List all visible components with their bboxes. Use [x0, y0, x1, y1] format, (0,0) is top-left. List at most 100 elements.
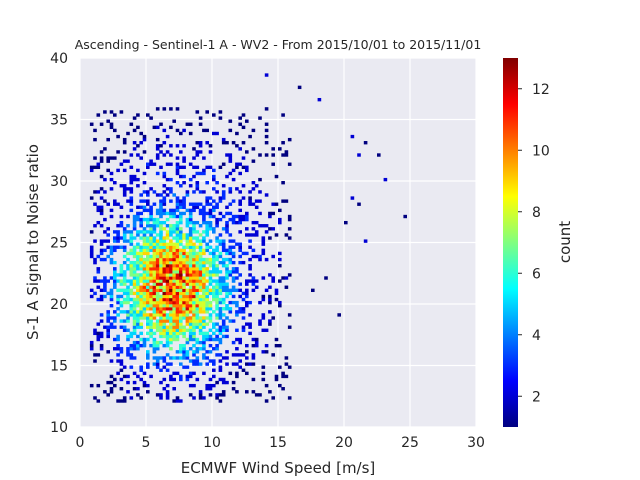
heatmap-cell [228, 270, 233, 274]
heatmap-cell [212, 205, 216, 209]
heatmap-cell [152, 337, 157, 342]
heatmap-cell [159, 248, 163, 253]
heatmap-cell [132, 347, 137, 351]
heatmap-cell [175, 356, 180, 360]
heatmap-cell [208, 334, 213, 339]
heatmap-cell [159, 260, 163, 265]
heatmap-cell [179, 227, 183, 231]
heatmap-cell [142, 190, 147, 194]
heatmap-cell [162, 245, 167, 249]
heatmap-cell [159, 122, 163, 126]
heatmap-cell [205, 224, 209, 228]
heatmap-cell [169, 224, 173, 228]
heatmap-cell [238, 353, 242, 357]
heatmap-cell [162, 316, 167, 320]
heatmap-cell [179, 350, 183, 354]
heatmap-cell [182, 159, 186, 163]
heatmap-cell [162, 174, 167, 179]
heatmap-cell [159, 319, 163, 323]
heatmap-cell [192, 248, 196, 253]
heatmap-cell [149, 205, 153, 209]
heatmap-cell [152, 257, 157, 262]
heatmap-cell [225, 316, 229, 320]
heatmap-cell [136, 260, 140, 265]
heatmap-cell [136, 267, 140, 271]
heatmap-cell [129, 236, 134, 240]
heatmap-cell [182, 356, 186, 360]
heatmap-cell [136, 334, 140, 339]
heatmap-cell [182, 236, 186, 240]
heatmap-cell [198, 122, 203, 126]
heatmap-cell [129, 199, 134, 203]
heatmap-cell [139, 304, 143, 308]
heatmap-cell [142, 276, 147, 280]
heatmap-cell [119, 162, 124, 166]
heatmap-cell [205, 196, 209, 200]
heatmap-cell [142, 294, 147, 299]
heatmap-cell [172, 307, 176, 311]
heatmap-cell [212, 208, 216, 213]
heatmap-cell [139, 377, 143, 382]
heatmap-cell [182, 285, 186, 289]
heatmap-cell [109, 248, 114, 253]
heatmap-cell [165, 393, 170, 397]
heatmap-cell [146, 362, 150, 366]
heatmap-cell [278, 217, 282, 222]
heatmap-cell [238, 171, 242, 176]
heatmap-cell [155, 393, 160, 397]
heatmap-cell [185, 294, 190, 299]
heatmap-cell [106, 331, 110, 336]
heatmap-cell [113, 202, 117, 206]
heatmap-cell [195, 254, 200, 259]
heatmap-cell [149, 316, 153, 320]
heatmap-cell [268, 322, 272, 326]
heatmap-cell [175, 162, 180, 166]
heatmap-cell [182, 300, 186, 305]
heatmap-cell [238, 340, 242, 345]
heatmap-cell [162, 202, 167, 206]
heatmap-cell [192, 202, 196, 206]
heatmap-cell [129, 297, 134, 302]
heatmap-cell [122, 300, 127, 305]
heatmap-cell [152, 340, 157, 345]
heatmap-cell [169, 177, 173, 182]
heatmap-cell [159, 214, 163, 219]
heatmap-cell [188, 273, 193, 277]
heatmap-cell [165, 233, 170, 237]
heatmap-cell [245, 211, 249, 216]
heatmap-cell [182, 325, 186, 329]
heatmap-cell [99, 196, 104, 200]
heatmap-cell [169, 325, 173, 329]
heatmap-cell [165, 313, 170, 317]
heatmap-cell [228, 159, 233, 163]
heatmap-cell [221, 141, 226, 145]
heatmap-cell [245, 362, 249, 366]
heatmap-cell [198, 267, 203, 271]
heatmap-cell [208, 227, 213, 231]
heatmap-cell [175, 171, 180, 176]
heatmap-cell [182, 313, 186, 317]
heatmap-cell [198, 270, 203, 274]
heatmap-cell [179, 328, 183, 332]
heatmap-cell [129, 288, 134, 293]
heatmap-cell [182, 291, 186, 296]
heatmap-cell [218, 165, 223, 170]
heatmap-cell [116, 343, 120, 348]
heatmap-cell [208, 288, 213, 293]
heatmap-cell [198, 150, 203, 154]
heatmap-cell [109, 316, 114, 320]
heatmap-cell [228, 233, 233, 237]
heatmap-cell [159, 276, 163, 280]
heatmap-cell [96, 208, 101, 213]
heatmap-cell [155, 267, 160, 271]
heatmap-cell [254, 285, 259, 289]
heatmap-cell [103, 230, 107, 234]
heatmap-cell [235, 267, 239, 271]
heatmap-cell [119, 110, 124, 114]
heatmap-cell [129, 208, 134, 213]
heatmap-cell [208, 383, 213, 388]
heatmap-cell [165, 177, 170, 182]
heatmap-cell [179, 220, 183, 225]
heatmap-cell [241, 165, 246, 170]
heatmap-cell [149, 224, 153, 228]
